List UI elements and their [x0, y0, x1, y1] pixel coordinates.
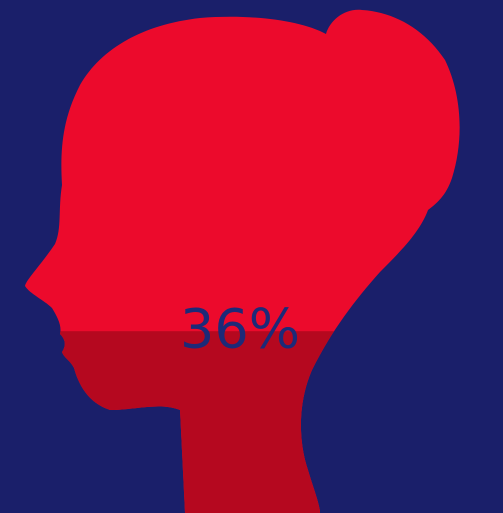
value-label: 36%: [180, 298, 300, 361]
